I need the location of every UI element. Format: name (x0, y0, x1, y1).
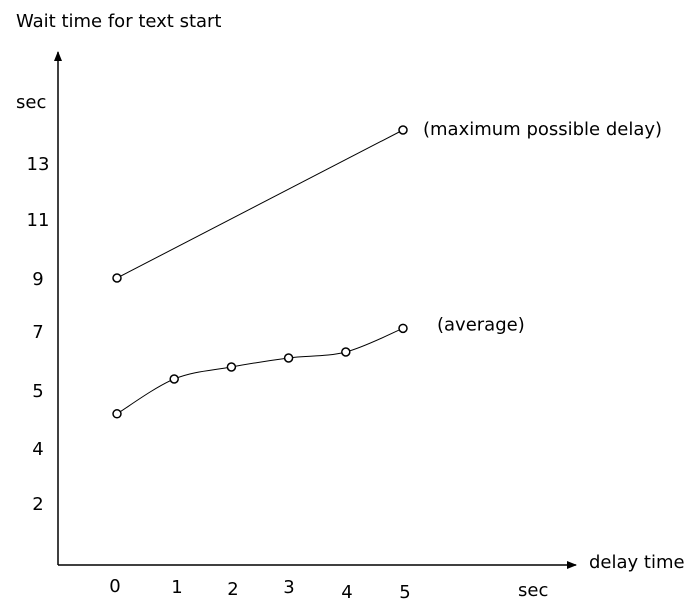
data-point (283, 353, 294, 363)
data-point (112, 409, 122, 419)
data-point (112, 273, 122, 283)
y-tick-label: 11 (27, 210, 50, 231)
data-points (112, 125, 408, 419)
series-line-average (116, 327, 404, 415)
data-point (398, 125, 408, 135)
x-tick-labels: 0 1 2 3 4 5 (109, 576, 410, 603)
y-tick-labels: 2 4 5 7 9 11 13 (27, 154, 50, 515)
y-axis-label: sec (16, 92, 46, 113)
chart-title: Wait time for text start (16, 11, 222, 32)
data-point (226, 362, 237, 372)
x-axis-label: delay time (589, 552, 685, 573)
x-axis-unit: sec (518, 580, 548, 601)
y-tick-label: 5 (32, 381, 43, 402)
series-label-maximum: (maximum possible delay) (423, 119, 662, 140)
y-tick-label: 9 (32, 269, 43, 290)
series-line-maximum (116, 129, 404, 279)
series-label-average: (average) (437, 314, 525, 335)
x-tick-label: 1 (171, 577, 182, 598)
y-tick-label: 2 (32, 494, 43, 515)
data-point (398, 323, 408, 334)
x-tick-label: 3 (283, 577, 294, 598)
x-tick-label: 0 (109, 576, 120, 597)
data-point (341, 347, 351, 357)
data-point (169, 374, 179, 384)
x-tick-label: 4 (341, 582, 352, 603)
y-tick-label: 4 (32, 439, 43, 460)
x-tick-label: 5 (399, 582, 410, 603)
x-tick-label: 2 (227, 579, 238, 600)
y-tick-label: 7 (32, 322, 43, 343)
y-tick-label: 13 (27, 154, 50, 175)
